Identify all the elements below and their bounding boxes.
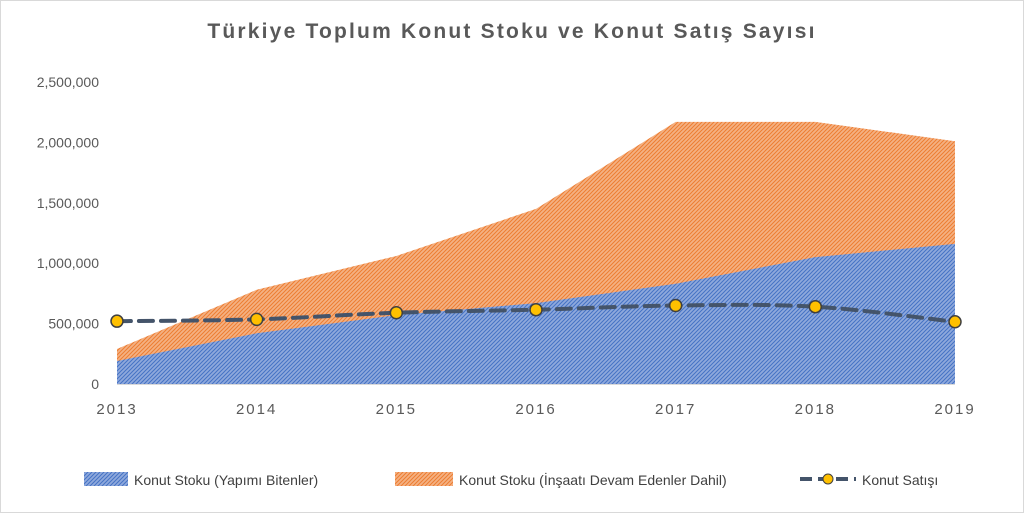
legend-label-sales: Konut Satışı [862, 472, 939, 488]
legend-item-sales: Konut Satışı [800, 468, 938, 492]
y-axis: 0 500,000 1,000,000 1,500,000 2,000,000 2,500… [37, 74, 100, 392]
x-tick-label: 2018 [795, 401, 836, 418]
legend-swatch-dashed-line [800, 471, 856, 490]
x-tick-label: 2015 [376, 401, 417, 418]
sales-marker [948, 315, 962, 329]
y-tick-label: 500,000 [48, 316, 99, 332]
y-tick-label: 0 [91, 376, 99, 392]
x-tick-label: 2016 [515, 401, 556, 418]
sales-marker [389, 305, 404, 320]
legend-item-completed-stock: Konut Stoku (Yapımı Bitenler) [84, 468, 318, 492]
sales-marker [668, 298, 683, 313]
line-series-group [110, 298, 962, 329]
y-tick-label: 1,000,000 [37, 255, 99, 271]
x-tick-label: 2019 [934, 401, 975, 418]
x-tick-label: 2014 [236, 401, 277, 418]
x-axis: 2013 2014 2015 2016 2017 2018 2019 [96, 384, 975, 418]
x-tick-label: 2013 [96, 401, 137, 418]
y-tick-label: 1,500,000 [37, 195, 99, 211]
y-tick-label: 2,000,000 [37, 134, 99, 150]
area-series-group [117, 121, 955, 384]
legend-label-completed-stock: Konut Stoku (Yapımı Bitenler) [134, 472, 319, 488]
sales-marker [808, 299, 823, 314]
sales-marker [249, 312, 264, 327]
legend-swatch-blue [84, 471, 128, 489]
x-tick-label: 2017 [655, 401, 696, 418]
legend-swatch-orange [395, 471, 453, 489]
legend-item-total-stock: Konut Stoku (İnşaatı Devam Edenler Dahil… [395, 468, 727, 492]
sales-marker [110, 314, 124, 328]
chart-title: Türkiye Toplum Konut Stoku ve Konut Satı… [207, 20, 817, 43]
sales-marker [529, 302, 543, 317]
y-tick-label: 2,500,000 [37, 74, 99, 90]
legend-label-total-stock: Konut Stoku (İnşaatı Devam Edenler Dahil… [459, 472, 727, 488]
